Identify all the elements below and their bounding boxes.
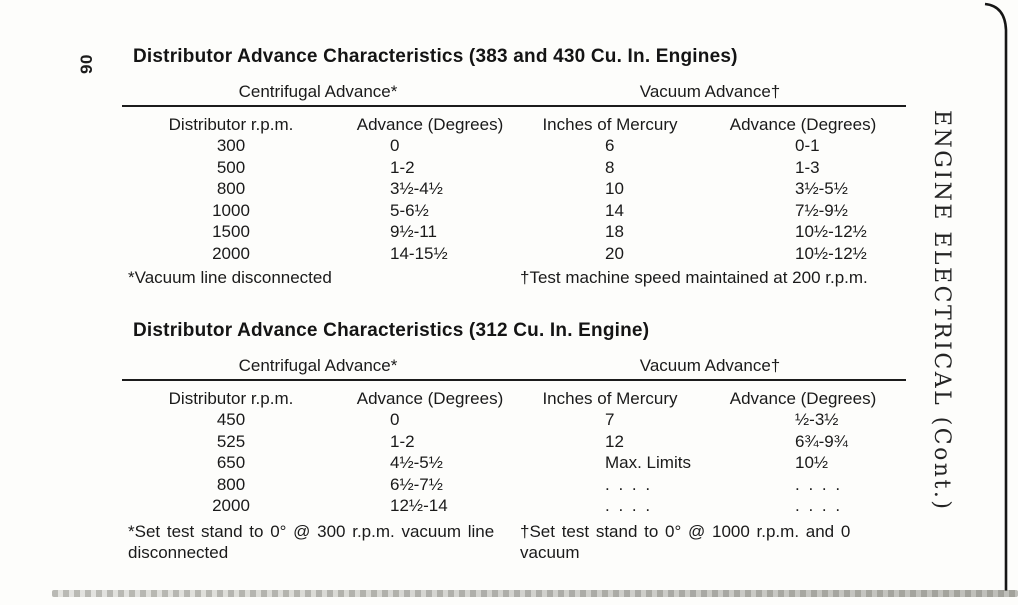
column-header-advance2: Advance (Degrees) [729, 115, 877, 134]
cell-rpm: 2000 [212, 496, 250, 515]
cell-vacuum: 0-1 [795, 136, 820, 155]
column-header-row: Distributor r.p.m. Advance (Degrees) Inc… [122, 107, 906, 135]
column-header-advance1: Advance (Degrees) [356, 115, 504, 134]
table-row: 800 3½-4½ 10 3½-5½ [122, 178, 906, 200]
footnote-centrifugal: *Set test stand to 0° @ 300 r.p.m. vacuu… [128, 521, 495, 562]
column-header-advance2: Advance (Degrees) [729, 389, 877, 408]
column-header-advance1: Advance (Degrees) [356, 389, 504, 408]
cell-rpm: 525 [216, 431, 246, 451]
cell-mercury: 10 [605, 179, 624, 198]
column-header-rpm: Distributor r.p.m. [168, 389, 294, 408]
column-header-mercury: Inches of Mercury [542, 115, 678, 134]
table-row: 2000 12½-14 . . . . . . . . [122, 495, 906, 517]
group-header-centrifugal: Centrifugal Advance* [238, 82, 398, 101]
cell-advance: 14-15½ [390, 243, 448, 263]
cell-vacuum: 10½-12½ [795, 222, 867, 241]
table-section-312: Distributor Advance Characteristics (312… [122, 318, 906, 563]
group-header-vacuum: Vacuum Advance† [639, 356, 781, 375]
cell-mercury: . . . . [605, 474, 653, 494]
cell-rpm: 500 [216, 157, 246, 177]
group-header-vacuum: Vacuum Advance† [639, 82, 781, 101]
cell-advance: 0 [390, 410, 400, 429]
footnote-row: *Vacuum line disconnected †Test machine … [122, 267, 906, 289]
cell-rpm: 450 [216, 410, 246, 429]
table-rule [122, 379, 906, 381]
cell-mercury: Max. Limits [605, 453, 691, 472]
column-header-row: Distributor r.p.m. Advance (Degrees) Inc… [122, 381, 906, 409]
group-header-centrifugal: Centrifugal Advance* [238, 356, 398, 375]
cell-vacuum: . . . . [795, 474, 843, 494]
cell-advance: 1-2 [390, 157, 415, 177]
footnote-vacuum: †Set test stand to 0° @ 1000 r.p.m. and … [520, 521, 851, 562]
cell-vacuum: . . . . [795, 496, 843, 515]
cell-advance: 5-6½ [390, 200, 429, 220]
cell-advance: 1-2 [390, 431, 415, 451]
cell-rpm: 300 [216, 136, 246, 155]
table-row: 300 0 6 0-1 [122, 135, 906, 157]
section-title: Distributor Advance Characteristics (312… [133, 320, 650, 341]
cell-rpm: 1500 [212, 222, 250, 241]
cell-mercury: 6 [605, 136, 615, 155]
cell-vacuum: 3½-5½ [795, 179, 848, 198]
footnote-centrifugal: *Vacuum line disconnected [128, 268, 332, 287]
cell-rpm: 2000 [212, 243, 250, 263]
cell-mercury: 8 [605, 157, 615, 177]
column-header-mercury: Inches of Mercury [542, 389, 678, 408]
page-content: Distributor Advance Characteristics (383… [122, 44, 906, 563]
table-row: 1000 5-6½ 14 7½-9½ [122, 200, 906, 222]
cell-vacuum: 7½-9½ [795, 200, 848, 220]
column-header-rpm: Distributor r.p.m. [168, 115, 294, 134]
table-row: 500 1-2 8 1-3 [122, 157, 906, 179]
group-header-row: Centrifugal Advance* Vacuum Advance† [122, 81, 906, 103]
cell-rpm: 800 [216, 179, 246, 198]
table-row: 2000 14-15½ 20 10½-12½ [122, 243, 906, 265]
table-row: 525 1-2 12 6¾-9¾ [122, 431, 906, 453]
cell-mercury: 7 [605, 410, 615, 429]
footnote-vacuum: †Test machine speed maintained at 200 r.… [520, 268, 868, 287]
section-title: Distributor Advance Characteristics (383… [133, 46, 738, 67]
page-number: 90 [77, 54, 96, 74]
cell-advance: 9½-11 [390, 222, 437, 241]
cell-advance: 0 [390, 136, 400, 155]
cell-mercury: 18 [605, 222, 624, 241]
cell-advance: 12½-14 [390, 496, 448, 515]
cell-rpm: 800 [216, 474, 246, 494]
cell-vacuum: 10½ [795, 453, 829, 472]
group-header-row: Centrifugal Advance* Vacuum Advance† [122, 355, 906, 377]
footnote-row: *Set test stand to 0° @ 300 r.p.m. vacuu… [122, 521, 906, 563]
cell-mercury: 12 [605, 431, 624, 451]
cell-mercury: . . . . [605, 496, 653, 515]
table-row: 800 6½-7½ . . . . . . . . [122, 474, 906, 496]
table-section-383-430: Distributor Advance Characteristics (383… [122, 44, 906, 289]
table-row: 1500 9½-11 18 10½-12½ [122, 221, 906, 243]
table-rule [122, 105, 906, 107]
cell-advance: 4½-5½ [390, 453, 443, 472]
cell-vacuum: 1-3 [795, 157, 820, 177]
cell-vacuum: 6¾-9¾ [795, 431, 848, 451]
table-row: 450 0 7 ½-3½ [122, 409, 906, 431]
cell-vacuum: ½-3½ [795, 410, 839, 429]
chapter-sidebar-title: ENGINE ELECTRICAL (Cont.) [929, 110, 954, 512]
cell-mercury: 20 [605, 243, 624, 263]
cell-mercury: 14 [605, 200, 624, 220]
cell-advance: 6½-7½ [390, 474, 443, 494]
scan-bottom-band [52, 590, 1018, 597]
cell-rpm: 1000 [212, 200, 250, 220]
cell-rpm: 650 [216, 453, 246, 472]
cell-vacuum: 10½-12½ [795, 243, 867, 263]
table-row: 650 4½-5½ Max. Limits 10½ [122, 452, 906, 474]
cell-advance: 3½-4½ [390, 179, 443, 198]
